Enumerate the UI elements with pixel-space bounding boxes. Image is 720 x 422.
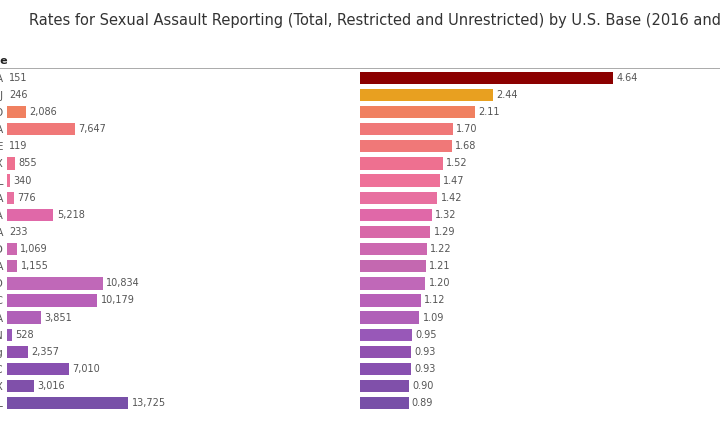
- Bar: [7, 346, 28, 358]
- Bar: [7, 363, 69, 375]
- Text: 1.32: 1.32: [435, 210, 456, 220]
- Text: Base Name: Base Name: [0, 56, 7, 66]
- Bar: [360, 89, 493, 101]
- Bar: [360, 243, 426, 255]
- Text: 1.29: 1.29: [433, 227, 455, 237]
- Bar: [360, 106, 475, 118]
- Text: 13,725: 13,725: [132, 398, 166, 408]
- Bar: [7, 192, 14, 204]
- Bar: [7, 397, 128, 409]
- Text: 2.11: 2.11: [478, 107, 500, 117]
- Bar: [360, 329, 412, 341]
- Text: 233: 233: [9, 227, 27, 237]
- Text: 1.09: 1.09: [423, 313, 444, 323]
- Bar: [360, 140, 451, 152]
- Bar: [7, 329, 12, 341]
- Text: 2.44: 2.44: [496, 90, 518, 100]
- Bar: [360, 260, 426, 273]
- Text: 1.20: 1.20: [428, 279, 450, 288]
- Text: Rates for Sexual Assault Reporting (Total, Restricted and Unrestricted) by U.S. : Rates for Sexual Assault Reporting (Tota…: [29, 13, 720, 28]
- Bar: [360, 208, 432, 221]
- Text: 0.95: 0.95: [415, 330, 436, 340]
- Text: 0.93: 0.93: [414, 347, 436, 357]
- Text: 4.64: 4.64: [616, 73, 638, 83]
- Bar: [7, 380, 34, 392]
- Bar: [7, 157, 14, 170]
- Text: 855: 855: [18, 158, 37, 168]
- Text: 1.52: 1.52: [446, 158, 468, 168]
- Text: 776: 776: [17, 193, 36, 203]
- Text: 5,218: 5,218: [57, 210, 85, 220]
- Text: 1.21: 1.21: [429, 261, 451, 271]
- Bar: [7, 294, 97, 307]
- Bar: [7, 260, 17, 273]
- Text: 151: 151: [9, 73, 27, 83]
- Text: 7,647: 7,647: [78, 124, 106, 134]
- Text: 0.89: 0.89: [412, 398, 433, 408]
- Text: 1.42: 1.42: [441, 193, 462, 203]
- Text: 10,834: 10,834: [107, 279, 140, 288]
- Text: 246: 246: [9, 90, 27, 100]
- Bar: [360, 277, 426, 289]
- Text: 2,086: 2,086: [29, 107, 57, 117]
- Text: 3,851: 3,851: [45, 313, 73, 323]
- Bar: [360, 72, 613, 84]
- Text: 1,155: 1,155: [21, 261, 49, 271]
- Text: 2,357: 2,357: [32, 347, 60, 357]
- Text: 7,010: 7,010: [73, 364, 100, 374]
- Text: 1.22: 1.22: [430, 244, 451, 254]
- Text: 1,069: 1,069: [20, 244, 48, 254]
- Bar: [360, 311, 420, 324]
- Bar: [360, 226, 431, 238]
- Text: 340: 340: [14, 176, 32, 186]
- Text: 1.47: 1.47: [444, 176, 465, 186]
- Bar: [7, 123, 75, 135]
- Bar: [7, 208, 53, 221]
- Text: 10,179: 10,179: [101, 295, 135, 306]
- Bar: [360, 397, 408, 409]
- Text: 0.93: 0.93: [414, 364, 436, 374]
- Bar: [7, 243, 17, 255]
- Bar: [360, 363, 410, 375]
- Bar: [360, 294, 421, 307]
- Text: 0.90: 0.90: [413, 381, 433, 391]
- Text: 1.70: 1.70: [456, 124, 477, 134]
- Bar: [7, 311, 41, 324]
- Text: 1.68: 1.68: [455, 141, 476, 151]
- Bar: [360, 192, 438, 204]
- Bar: [7, 106, 26, 118]
- Bar: [360, 174, 440, 187]
- Bar: [360, 157, 443, 170]
- Bar: [360, 123, 453, 135]
- Text: 3,016: 3,016: [37, 381, 65, 391]
- Bar: [360, 380, 409, 392]
- Bar: [360, 346, 410, 358]
- Bar: [7, 277, 103, 289]
- Text: 119: 119: [9, 141, 27, 151]
- Text: 528: 528: [15, 330, 34, 340]
- Bar: [7, 174, 10, 187]
- Text: 1.12: 1.12: [424, 295, 446, 306]
